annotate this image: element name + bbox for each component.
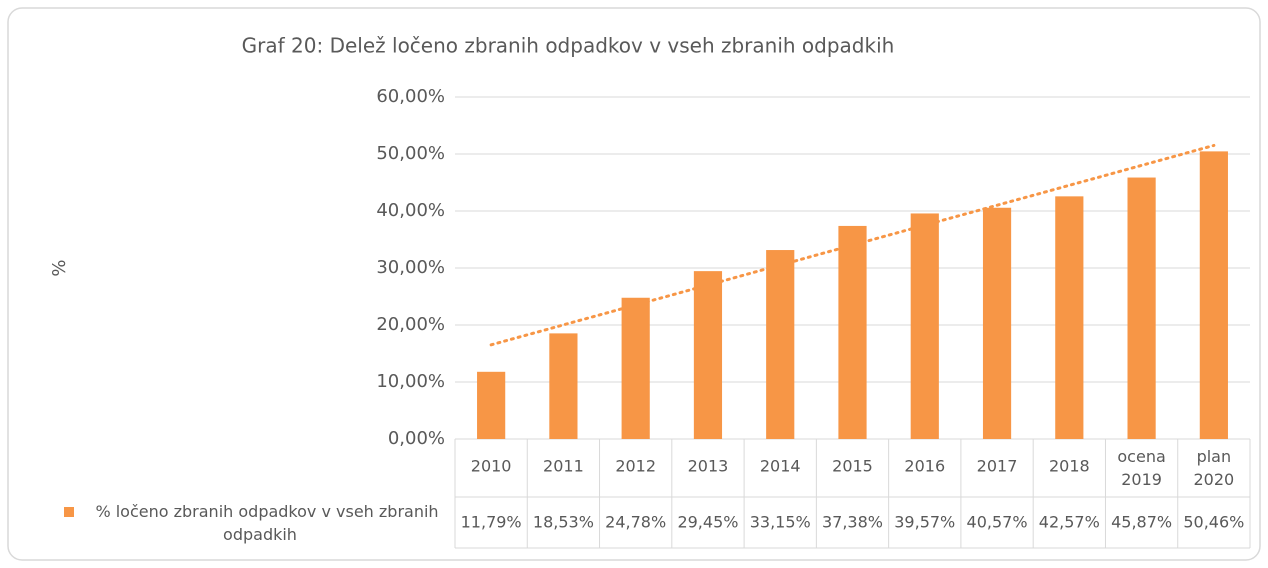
y-tick-label: 40,00% xyxy=(376,200,445,221)
x-tick-label: plan 2020 xyxy=(1194,447,1235,489)
x-tick-label: 2010 xyxy=(471,457,512,476)
table-value: 33,15% xyxy=(750,513,811,532)
y-tick-label: 30,00% xyxy=(376,257,445,278)
bar xyxy=(1055,196,1084,439)
table-value: 24,78% xyxy=(605,513,666,532)
chart-title: Graf 20: Delež ločeno zbranih odpadkov v… xyxy=(242,34,895,58)
bar xyxy=(1199,151,1228,440)
y-tick-label: 0,00% xyxy=(388,428,445,449)
table-value: 45,87% xyxy=(1111,513,1172,532)
x-tick-label: 2011 xyxy=(543,457,584,476)
bar xyxy=(477,371,506,439)
trendline xyxy=(489,143,1216,347)
table-value: 50,46% xyxy=(1183,513,1244,532)
table-value: 29,45% xyxy=(677,513,738,532)
bar xyxy=(838,225,867,439)
bar xyxy=(766,250,795,439)
bar xyxy=(693,271,723,439)
bar xyxy=(1127,177,1156,439)
x-tick-label: 2015 xyxy=(832,457,873,476)
x-tick-label: ocena 2019 xyxy=(1117,447,1165,489)
x-tick-label: 2012 xyxy=(615,457,656,476)
legend-text: % ločeno zbranih odpadkov v vseh zbranih… xyxy=(95,502,439,544)
y-tick-label: 60,00% xyxy=(376,86,445,107)
table-value: 11,79% xyxy=(461,513,522,532)
y-tick-label: 50,00% xyxy=(376,143,445,164)
table-value: 39,57% xyxy=(894,513,955,532)
table-value: 40,57% xyxy=(967,513,1028,532)
x-tick-label: 2017 xyxy=(977,457,1018,476)
bar xyxy=(982,207,1012,439)
x-tick-label: 2014 xyxy=(760,457,801,476)
legend-swatch xyxy=(64,507,74,517)
bar xyxy=(621,297,650,439)
bar xyxy=(549,333,578,439)
y-tick-label: 20,00% xyxy=(376,314,445,335)
table-value: 42,57% xyxy=(1039,513,1100,532)
x-tick-label: 2016 xyxy=(904,457,945,476)
y-tick-label: 10,00% xyxy=(376,371,445,392)
chart-frame xyxy=(7,7,1261,561)
x-tick-label: 2018 xyxy=(1049,457,1090,476)
y-axis-label: % xyxy=(49,259,70,276)
bar xyxy=(910,213,939,439)
table-value: 18,53% xyxy=(533,513,594,532)
table-value: 37,38% xyxy=(822,513,883,532)
x-tick-label: 2013 xyxy=(688,457,729,476)
